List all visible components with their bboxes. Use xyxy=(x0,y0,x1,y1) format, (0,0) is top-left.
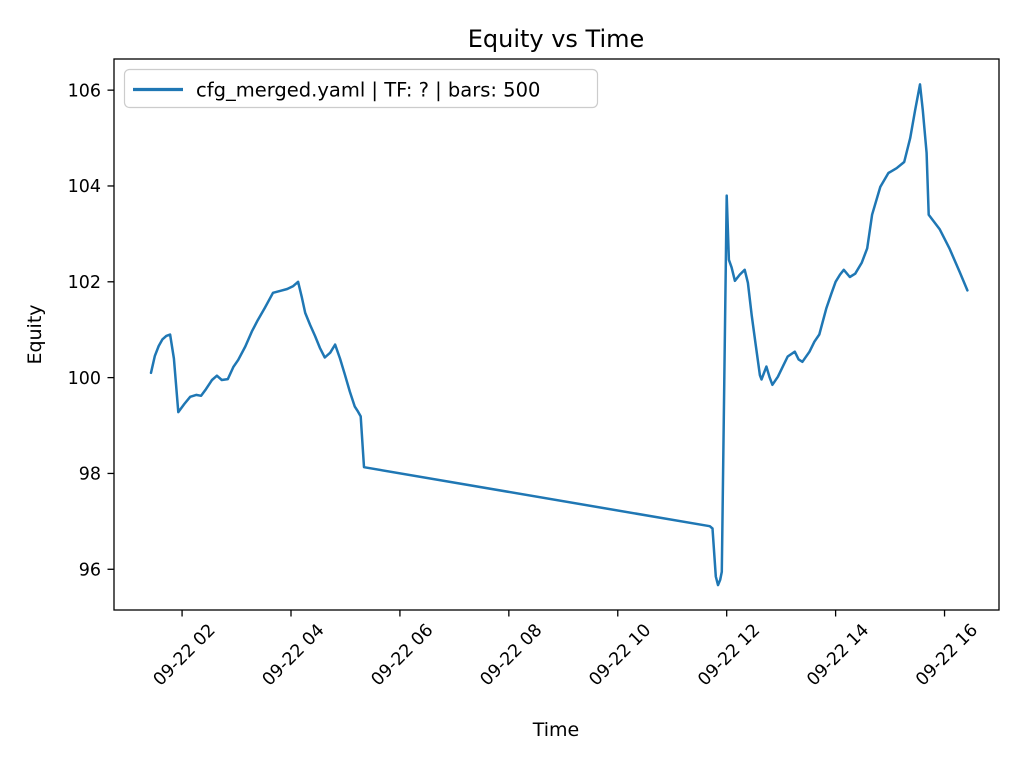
y-tick-label: 104 xyxy=(68,177,101,197)
chart-title: Equity vs Time xyxy=(468,25,645,53)
y-tick-label: 102 xyxy=(68,273,101,293)
plot-area xyxy=(113,58,1000,611)
legend-label: cfg_merged.yaml | TF: ? | bars: 500 xyxy=(196,79,540,102)
y-tick-label: 100 xyxy=(68,369,101,389)
y-tick-label: 106 xyxy=(68,81,101,101)
legend-box xyxy=(123,68,599,109)
y-axis-label: Equity xyxy=(24,304,46,364)
legend: cfg_merged.yaml | TF: ? | bars: 500 xyxy=(123,68,599,109)
y-tick-label: 98 xyxy=(79,465,101,485)
y-tick-label: 96 xyxy=(79,560,101,580)
x-axis-label: Time xyxy=(532,719,580,741)
y-axis-ticks: 96 98 100 102 104 106 xyxy=(68,81,114,580)
equity-line xyxy=(149,83,969,587)
